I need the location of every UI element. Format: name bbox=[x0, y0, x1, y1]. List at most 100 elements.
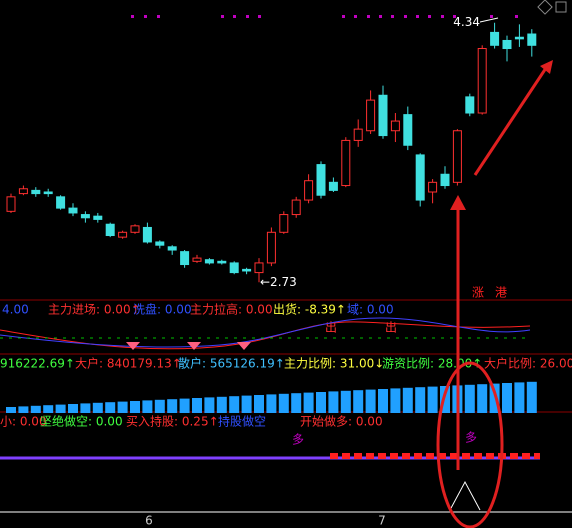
ind2-bar bbox=[477, 384, 488, 413]
ind1-sign: 港 bbox=[495, 286, 507, 300]
ind2-bar bbox=[291, 393, 302, 413]
candle-body bbox=[328, 181, 338, 191]
candles bbox=[6, 22, 537, 283]
ind2-bar bbox=[464, 384, 475, 413]
ind2-bar bbox=[502, 383, 512, 413]
candle-body bbox=[291, 199, 301, 216]
ind2-bar bbox=[204, 397, 215, 413]
red-arrow-head bbox=[450, 195, 466, 210]
ind2-bar bbox=[440, 386, 450, 413]
candle-body bbox=[341, 139, 351, 187]
x-axis-label: 6 bbox=[145, 514, 153, 528]
candle-body bbox=[514, 36, 524, 40]
ind2-bar bbox=[254, 395, 264, 413]
ind2-bar bbox=[105, 402, 116, 413]
ind2-bar bbox=[303, 392, 314, 413]
ind3-sign: 多 bbox=[465, 431, 477, 445]
ind2-bar bbox=[489, 383, 500, 413]
candle-body bbox=[105, 223, 115, 237]
ind2-item: 大户: 840179.13↑ bbox=[75, 356, 182, 371]
ind3-item: 持股做空 bbox=[218, 414, 266, 429]
candle-body bbox=[180, 251, 190, 266]
candle-body bbox=[229, 262, 239, 274]
min-price-label: ←2.73 bbox=[260, 275, 297, 289]
ind3-item: 买入持股: 0.25↑ bbox=[126, 414, 219, 429]
ind2-bar bbox=[514, 382, 525, 413]
window-buttons[interactable] bbox=[537, 0, 567, 15]
red-circle bbox=[436, 361, 504, 528]
candle-body bbox=[390, 120, 400, 132]
ind1-sign: 出 bbox=[385, 321, 397, 335]
candle-body bbox=[204, 259, 214, 264]
ind2-bar bbox=[365, 389, 376, 413]
candle-body bbox=[428, 181, 438, 193]
ind2-bar bbox=[229, 396, 240, 413]
ind2-bar bbox=[43, 405, 54, 413]
ind2-bar bbox=[192, 398, 202, 413]
ind2-bar bbox=[278, 393, 289, 413]
candle-body bbox=[217, 260, 227, 264]
ind1-line bbox=[0, 317, 531, 348]
red-arrow bbox=[473, 64, 550, 176]
candle-body bbox=[118, 231, 128, 238]
ind1-item: 主力进场: 0.00↑ bbox=[48, 303, 141, 317]
ind3-item: 坚绝做空: 0.00 bbox=[40, 414, 123, 429]
candle-body bbox=[68, 207, 78, 214]
candle-body bbox=[56, 196, 66, 209]
ind2-bar bbox=[266, 394, 277, 413]
ind1-item: 洗盘: 0.00 bbox=[133, 302, 192, 317]
candle-body bbox=[378, 94, 388, 137]
ind2-bar bbox=[6, 407, 16, 413]
ind2-item: 大户比例: 26.00↑ bbox=[484, 356, 572, 371]
candle-body bbox=[43, 191, 53, 195]
candle-body bbox=[366, 99, 376, 132]
candle-body bbox=[502, 39, 512, 50]
ind2-bar bbox=[378, 389, 388, 413]
ind2-bar bbox=[216, 396, 227, 413]
candle-body bbox=[254, 262, 264, 274]
ind2-bar bbox=[328, 391, 339, 413]
max-price-label: 4.34 bbox=[453, 15, 480, 29]
candle-body bbox=[477, 48, 487, 114]
ind2-bar bbox=[353, 390, 364, 413]
candle-body bbox=[80, 214, 90, 219]
candle-body bbox=[155, 241, 165, 246]
ind2-item: 主力比例: 31.00↓ bbox=[284, 357, 384, 371]
ind2-bar bbox=[415, 387, 426, 413]
ind1-item: 出货: -8.39↑ bbox=[273, 302, 346, 317]
ind2-item: 916222.69↑ bbox=[0, 357, 75, 371]
ind2-bar bbox=[30, 405, 41, 413]
ind2-bar bbox=[18, 406, 29, 413]
ind2-bar bbox=[427, 386, 438, 413]
x-axis-label: 7 bbox=[378, 514, 386, 528]
candle-body bbox=[440, 173, 450, 187]
candle-body bbox=[316, 164, 326, 196]
max-arrow bbox=[479, 17, 499, 23]
candle-body bbox=[18, 188, 28, 195]
candle-body bbox=[93, 215, 103, 220]
ind1-diamonds bbox=[126, 342, 251, 350]
candle-body bbox=[452, 130, 462, 183]
candle-body bbox=[31, 189, 41, 195]
candle-body bbox=[353, 128, 363, 141]
ind2-item: 散户: 565126.19↑ bbox=[178, 356, 285, 371]
ind2-bar bbox=[402, 387, 413, 413]
ind2-bar bbox=[526, 381, 537, 413]
ind2-bar bbox=[92, 402, 103, 413]
top-markers bbox=[131, 15, 518, 18]
ind2-bar bbox=[316, 392, 326, 413]
ind2-bar bbox=[117, 401, 128, 413]
candle-body bbox=[490, 31, 500, 46]
candle-body bbox=[6, 196, 16, 212]
ind1-sign: 涨 bbox=[472, 285, 484, 300]
ind2-bar bbox=[130, 401, 140, 413]
candle-body bbox=[403, 114, 413, 146]
ind2-bar bbox=[340, 390, 351, 413]
candle-body bbox=[242, 268, 252, 272]
candle-body bbox=[192, 257, 202, 262]
red-arrow-head bbox=[540, 60, 553, 74]
candle-body bbox=[142, 226, 152, 243]
